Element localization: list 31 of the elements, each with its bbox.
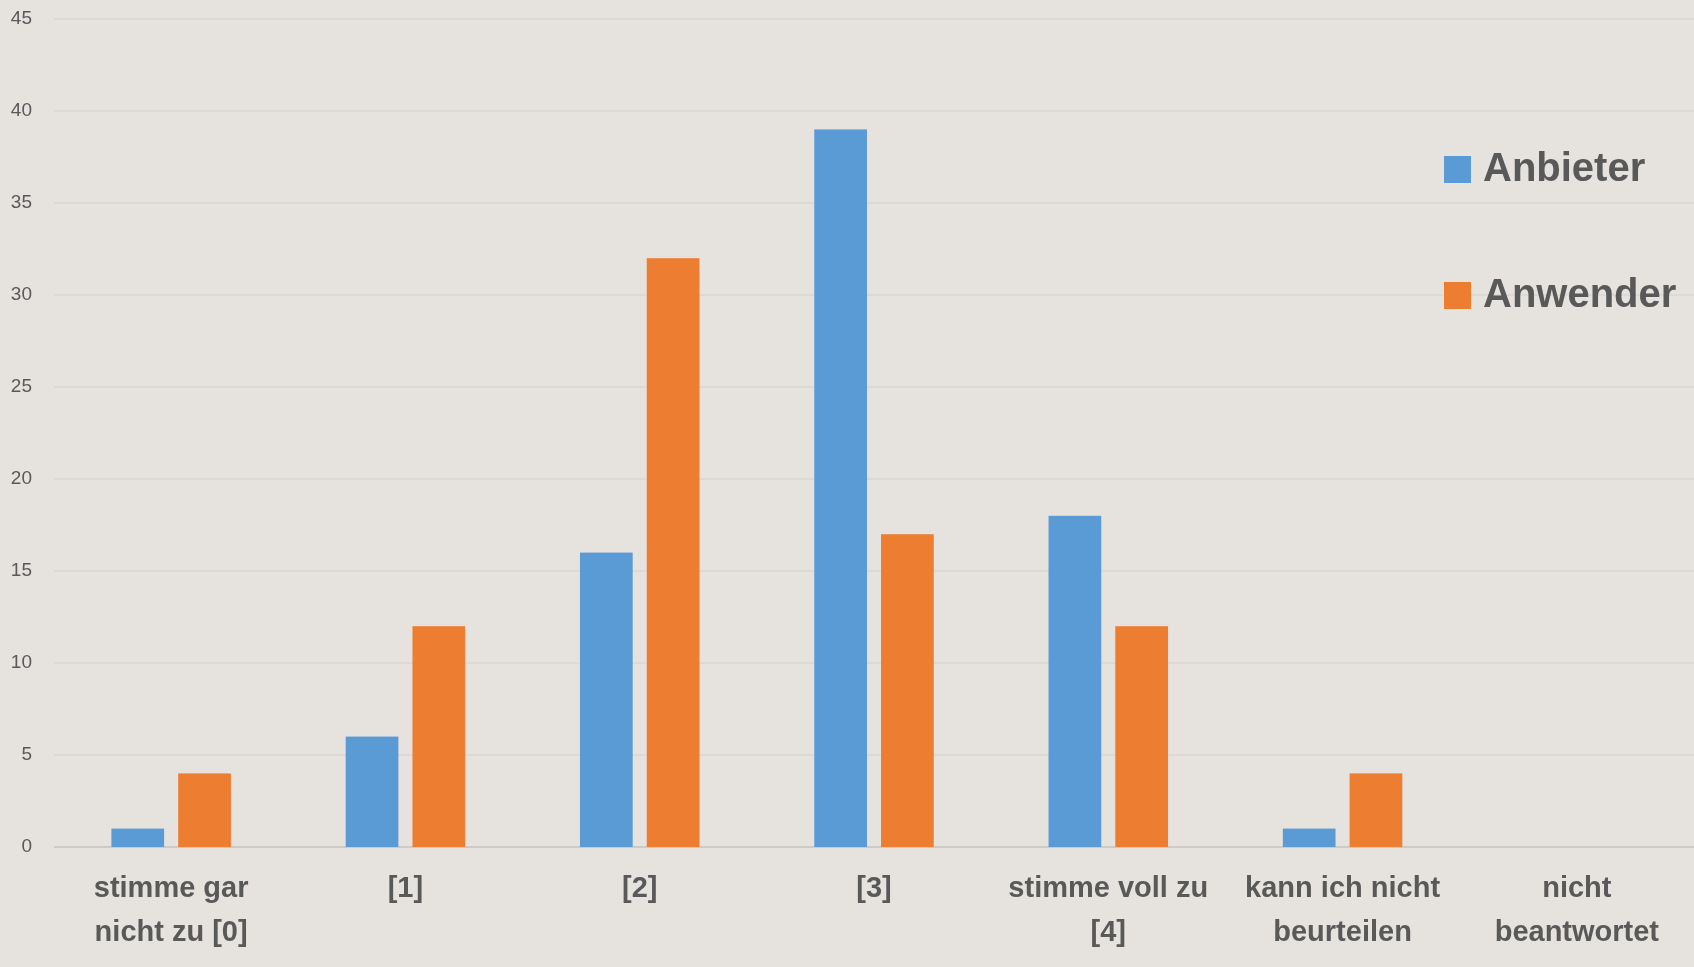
legend-label: Anbieter — [1483, 144, 1646, 189]
y-tick-label: 40 — [10, 99, 32, 121]
bar — [111, 828, 165, 847]
y-tick-label: 45 — [10, 7, 32, 29]
bar — [646, 258, 700, 847]
x-tick-label: [2] — [621, 871, 658, 903]
y-tick-label: 15 — [10, 559, 32, 581]
bar — [178, 773, 231, 847]
bar — [1048, 515, 1102, 847]
x-tick-label: stimme gar nicht zu [0] — [93, 871, 249, 947]
x-tick-label: kann ich nicht beurteilen — [1245, 871, 1441, 947]
bar — [1115, 626, 1169, 847]
x-tick-label: [3] — [856, 871, 892, 903]
y-tick-label: 35 — [10, 191, 32, 213]
bar — [1282, 828, 1336, 847]
y-tick-label: 0 — [21, 835, 32, 857]
x-tick-label: nicht beantwortet — [1494, 871, 1660, 947]
bar — [345, 736, 399, 847]
y-tick-label: 5 — [21, 743, 32, 765]
x-tick-label: [1] — [387, 871, 424, 903]
bar — [579, 552, 633, 847]
bar — [412, 626, 466, 847]
bar — [881, 534, 934, 847]
y-tick-label: 25 — [10, 375, 32, 397]
legend-label: Anwender — [1483, 270, 1677, 315]
y-tick-label: 20 — [10, 467, 32, 489]
bar — [814, 129, 867, 847]
bar — [1349, 773, 1403, 847]
x-tick-label: stimme voll zu [4] — [1008, 871, 1209, 947]
y-tick-label: 10 — [10, 651, 32, 673]
y-tick-label: 30 — [10, 283, 32, 305]
